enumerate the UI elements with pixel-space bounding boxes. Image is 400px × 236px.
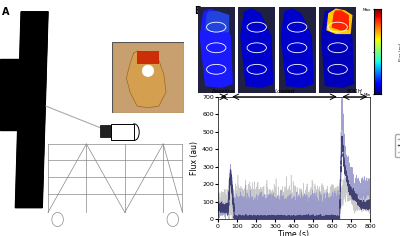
3MT <box>368 189 372 192</box>
Polygon shape <box>0 59 21 130</box>
Polygon shape <box>281 9 313 87</box>
MA <box>281 217 286 220</box>
Polygon shape <box>327 9 352 34</box>
3MT <box>363 185 368 188</box>
Ellipse shape <box>130 124 139 140</box>
MA <box>326 218 331 221</box>
3MT <box>232 218 237 221</box>
Bar <box>279 7 316 93</box>
MA <box>368 201 372 204</box>
Polygon shape <box>241 9 272 87</box>
Polygon shape <box>15 12 48 208</box>
Text: B: B <box>194 6 201 16</box>
MA <box>288 217 293 220</box>
Heel <box>226 218 231 221</box>
Heel <box>368 208 372 211</box>
Text: PORH: PORH <box>347 89 363 94</box>
Heel <box>281 212 286 215</box>
Text: Loaded: Loaded <box>274 89 295 94</box>
Bar <box>137 51 159 64</box>
Text: Baseline: Baseline <box>212 89 235 94</box>
Heel <box>288 218 293 221</box>
Polygon shape <box>332 11 348 30</box>
Line: 3MT: 3MT <box>218 97 370 219</box>
Circle shape <box>142 65 154 76</box>
Bar <box>198 7 235 93</box>
3MT <box>326 204 331 207</box>
Text: Flux (au): Flux (au) <box>399 43 400 61</box>
Circle shape <box>167 212 178 227</box>
Circle shape <box>52 212 63 227</box>
3MT <box>216 211 220 214</box>
MA <box>280 216 284 219</box>
3MT <box>340 96 344 99</box>
MA <box>356 201 360 204</box>
X-axis label: Time (s): Time (s) <box>278 230 310 236</box>
Heel <box>342 168 347 170</box>
Heel <box>363 197 368 200</box>
Polygon shape <box>206 12 228 32</box>
Bar <box>319 7 356 93</box>
3MT <box>356 195 360 198</box>
Bar <box>111 124 134 140</box>
Line: MA: MA <box>218 136 370 219</box>
Polygon shape <box>322 9 354 87</box>
3MT <box>288 207 293 210</box>
Legend: 3MT, MA, Heel: 3MT, MA, Heel <box>395 135 400 157</box>
Bar <box>238 7 275 93</box>
MA <box>340 135 344 138</box>
3MT <box>281 201 286 204</box>
Bar <box>100 125 111 137</box>
Heel <box>356 209 360 212</box>
Heel <box>216 203 220 206</box>
MA <box>363 202 368 205</box>
Heel <box>280 208 284 211</box>
Polygon shape <box>200 9 232 87</box>
Line: Heel: Heel <box>218 169 370 219</box>
MA <box>234 218 239 221</box>
MA <box>216 208 220 211</box>
Y-axis label: Flux (au): Flux (au) <box>190 141 199 175</box>
Text: A: A <box>2 7 10 17</box>
3MT <box>280 201 284 204</box>
Polygon shape <box>126 51 166 108</box>
Heel <box>326 203 331 206</box>
